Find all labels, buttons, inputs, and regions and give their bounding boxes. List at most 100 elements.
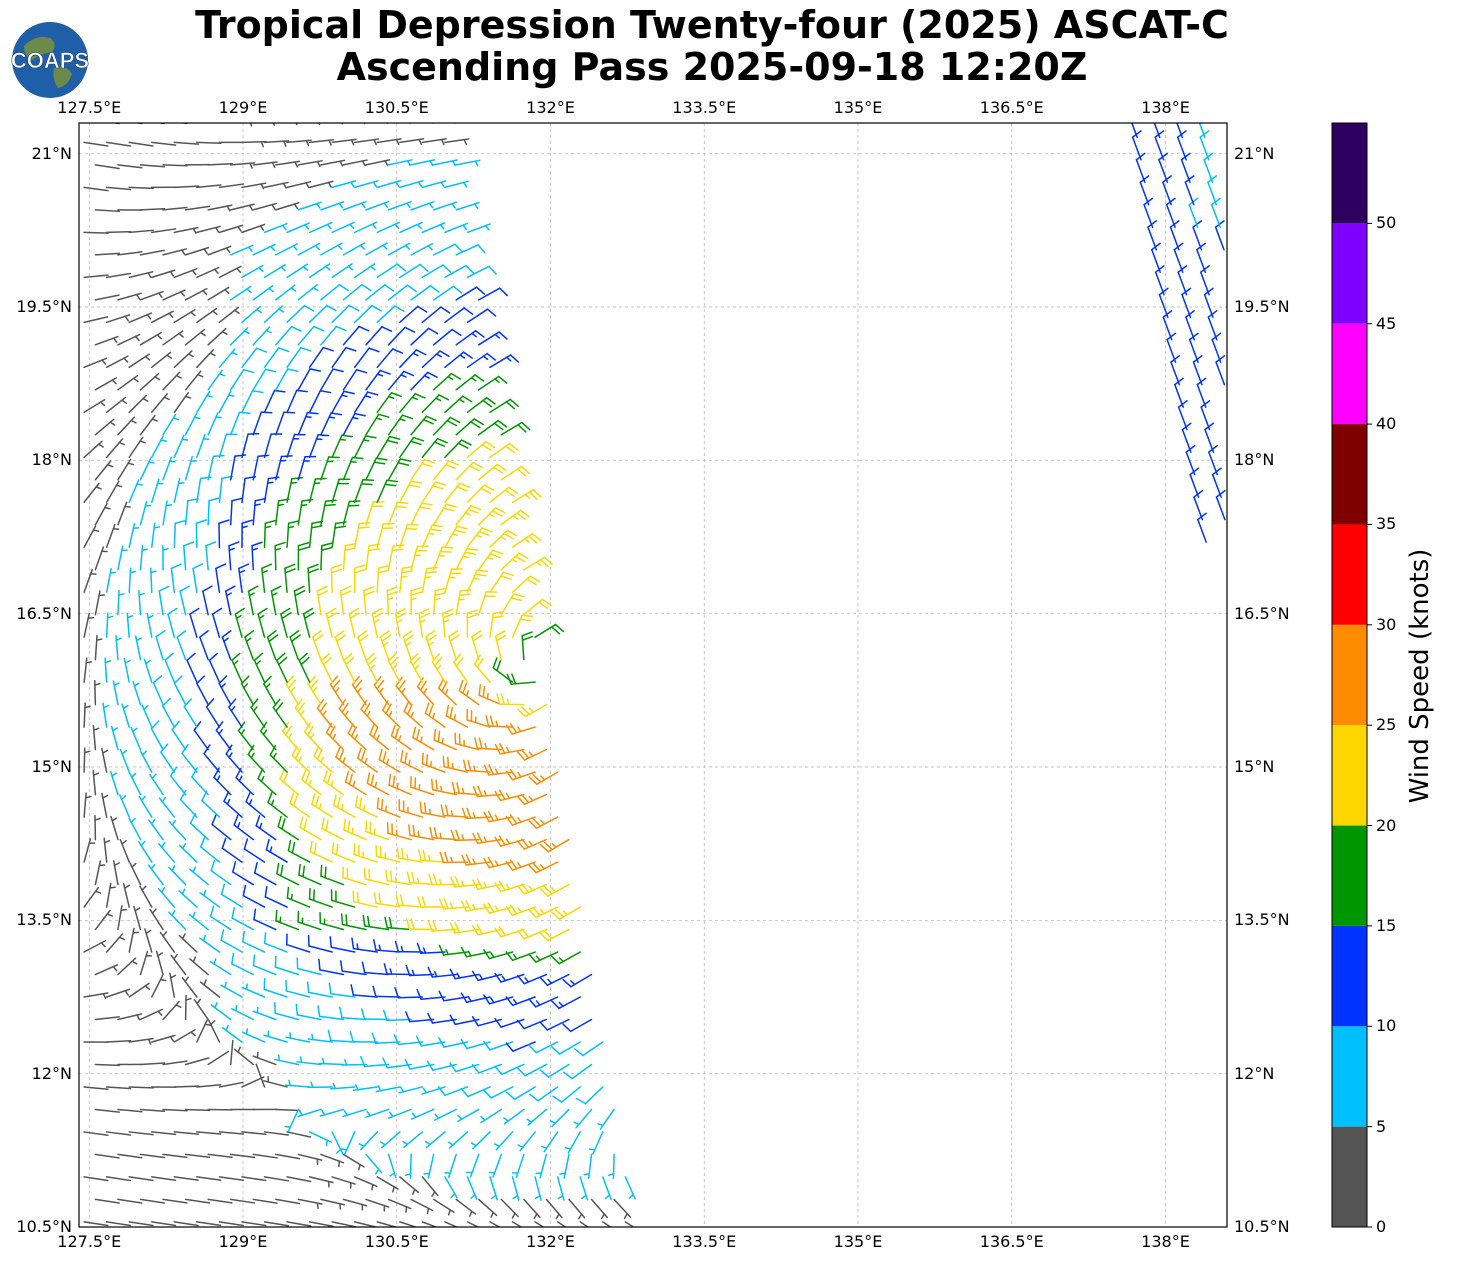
- wind-barb: [286, 1221, 312, 1227]
- wind-barb: [151, 435, 167, 459]
- wind-barb: [128, 436, 146, 459]
- wind-barb: [183, 541, 195, 571]
- wind-barb: [184, 246, 210, 256]
- wind-barb: [1184, 175, 1195, 206]
- wind-barb: [241, 347, 268, 369]
- wind-barb: [302, 607, 315, 638]
- wind-barb: [263, 1176, 289, 1182]
- wind-barb: [455, 159, 481, 167]
- wind-barb: [241, 1221, 267, 1227]
- wind-barb: [331, 346, 357, 369]
- wind-barb: [613, 1198, 632, 1219]
- wind-barb: [471, 970, 503, 982]
- wind-barb: [1170, 355, 1181, 386]
- wind-barb: [1173, 242, 1184, 273]
- wind-barb: [83, 940, 107, 953]
- wind-barb: [117, 589, 125, 616]
- wind-barb: [376, 435, 401, 459]
- wind-barb: [208, 120, 232, 122]
- wind-barb: [1181, 287, 1192, 318]
- wind-barb: [431, 778, 457, 796]
- wind-barb: [126, 612, 134, 638]
- wind-barb: [231, 652, 243, 683]
- wind-barb: [178, 843, 198, 863]
- wind-barb: [455, 588, 472, 616]
- wind-barb: [427, 920, 457, 932]
- wind-barb: [139, 885, 153, 908]
- wind-barb: [432, 460, 460, 481]
- wind-barb: [320, 456, 340, 481]
- wind-barb: [128, 927, 140, 953]
- wind-barb: [344, 771, 367, 796]
- wind-barb: [139, 331, 162, 346]
- wind-barb: [94, 860, 106, 886]
- wind-barb: [105, 230, 132, 234]
- map-background: [79, 123, 1227, 1227]
- wind-barb: [295, 1003, 322, 1021]
- wind-barb: [365, 501, 385, 526]
- wind-barb: [410, 775, 435, 796]
- wind-barb: [139, 414, 158, 436]
- wind-barb: [139, 1108, 166, 1112]
- wind-barb: [1211, 197, 1221, 229]
- wind-barb: [410, 502, 433, 526]
- wind-barb: [424, 702, 446, 728]
- wind-barb: [252, 411, 273, 436]
- wind-barb: [162, 1108, 188, 1112]
- wind-barb: [151, 269, 176, 279]
- wind-barb: [455, 201, 480, 211]
- wind-barb: [104, 657, 112, 683]
- wind-barb: [466, 708, 491, 728]
- wind-barb: [437, 678, 457, 706]
- wind-barb: [263, 1221, 289, 1227]
- wind-barb: [384, 916, 412, 931]
- colorbar-tick-label: 35: [1376, 514, 1397, 534]
- wind-barb: [242, 884, 266, 908]
- wind-barb: [151, 351, 173, 369]
- wind-barb: [151, 974, 167, 998]
- wind-barb: [375, 845, 401, 863]
- wind-barb: [365, 326, 393, 346]
- wind-barb: [296, 957, 322, 976]
- wind-barb: [1198, 123, 1206, 139]
- wind-barb: [241, 264, 264, 279]
- wind-barb: [117, 292, 142, 301]
- wind-barb: [523, 598, 552, 616]
- wind-barb: [308, 221, 333, 234]
- wind-barb: [410, 371, 438, 391]
- wind-barb: [418, 608, 430, 638]
- wind-barb: [399, 305, 428, 324]
- wind-barb: [164, 652, 176, 683]
- wind-barb: [286, 389, 308, 414]
- wind-barb: [284, 1079, 311, 1088]
- wind-barb: [365, 242, 388, 256]
- wind-barb: [117, 251, 143, 256]
- wind-barb: [241, 1028, 266, 1043]
- wind-barb: [399, 1176, 420, 1195]
- wind-barb: [199, 889, 221, 908]
- wind-barb: [307, 1081, 333, 1089]
- wind-barb: [551, 906, 581, 921]
- wind-barb: [1193, 489, 1204, 521]
- wind-barb: [1214, 220, 1225, 251]
- wind-barb: [196, 1176, 222, 1181]
- wind-barb: [138, 795, 153, 818]
- wind-barb: [308, 263, 331, 279]
- wind-barb: [231, 907, 254, 931]
- lat-tick-label-right: 13.5°N: [1234, 910, 1290, 930]
- wind-barb: [307, 1033, 333, 1043]
- wind-barb: [297, 1108, 322, 1118]
- wind-barb: [128, 141, 154, 147]
- wind-barb: [460, 1086, 491, 1098]
- wind-barb: [342, 542, 357, 571]
- wind-barb: [117, 374, 139, 391]
- wind-barb: [128, 1131, 154, 1136]
- wind-barb: [365, 652, 379, 683]
- wind-barb: [275, 1153, 301, 1160]
- wind-barb: [444, 1176, 458, 1199]
- wind-barb: [105, 1176, 132, 1182]
- wind-barb: [394, 987, 424, 999]
- wind-barb: [539, 883, 570, 897]
- wind-barb: [207, 1050, 230, 1066]
- wind-barb: [399, 221, 423, 234]
